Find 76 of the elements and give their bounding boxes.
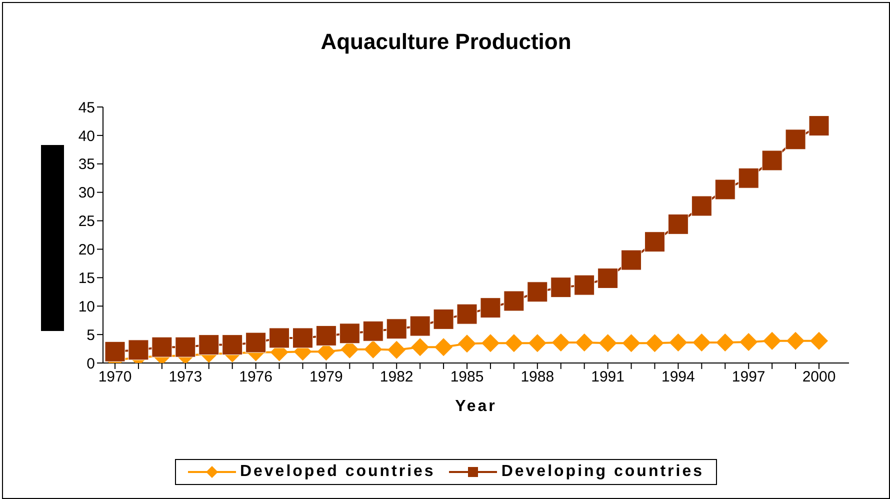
point bbox=[552, 334, 570, 352]
point bbox=[714, 179, 736, 200]
point bbox=[598, 268, 618, 288]
y-tick-label: 35 bbox=[78, 156, 95, 174]
point bbox=[198, 334, 220, 356]
x-tick-label: 1985 bbox=[450, 368, 484, 386]
point bbox=[434, 338, 453, 356]
point bbox=[411, 338, 430, 356]
point bbox=[528, 334, 546, 352]
point bbox=[810, 332, 828, 350]
point bbox=[433, 308, 454, 330]
x-tick-label: 1970 bbox=[98, 368, 132, 386]
x-axis-title: Year bbox=[455, 398, 497, 415]
point bbox=[622, 334, 640, 352]
point bbox=[762, 150, 782, 171]
y-tick-label: 5 bbox=[86, 326, 95, 344]
point bbox=[646, 334, 664, 352]
point bbox=[316, 325, 336, 346]
point bbox=[175, 336, 196, 358]
y-tick-label: 25 bbox=[78, 213, 95, 230]
point bbox=[504, 334, 523, 352]
point bbox=[246, 332, 266, 353]
legend-label: Developed countries bbox=[238, 463, 436, 481]
point bbox=[575, 334, 594, 352]
y-tick-label: 15 bbox=[78, 270, 95, 287]
y-tick-label: 45 bbox=[78, 99, 95, 116]
point bbox=[152, 336, 172, 358]
point bbox=[668, 214, 688, 234]
x-tick-label: 1982 bbox=[380, 368, 414, 386]
point bbox=[550, 277, 572, 298]
point bbox=[574, 274, 595, 296]
point bbox=[362, 320, 384, 342]
point bbox=[458, 334, 476, 353]
point bbox=[292, 328, 313, 348]
point bbox=[128, 340, 149, 360]
point bbox=[456, 304, 478, 324]
x-tick-label: 2000 bbox=[802, 368, 836, 386]
x-tick-label: 1973 bbox=[168, 368, 202, 386]
point bbox=[504, 290, 524, 312]
x-tick-label: 1976 bbox=[239, 368, 272, 386]
point bbox=[222, 334, 243, 356]
point bbox=[692, 334, 711, 352]
x-tick-label: 1997 bbox=[732, 368, 766, 386]
point bbox=[386, 318, 407, 340]
point bbox=[786, 332, 805, 350]
point bbox=[269, 328, 290, 348]
y-tick-label: 20 bbox=[78, 242, 95, 259]
point bbox=[364, 340, 382, 358]
point bbox=[740, 332, 758, 351]
point bbox=[785, 129, 806, 150]
point bbox=[763, 332, 782, 350]
point bbox=[480, 298, 501, 318]
y-tick-label: 0 bbox=[86, 355, 95, 372]
x-tick-label: 1991 bbox=[591, 368, 624, 386]
y-tick-label: 40 bbox=[78, 128, 95, 145]
point bbox=[598, 334, 617, 352]
x-tick-label: 1979 bbox=[310, 368, 343, 386]
point bbox=[339, 323, 360, 344]
chart-title: Aquaculture Production bbox=[320, 29, 572, 55]
point bbox=[808, 116, 830, 136]
point bbox=[644, 232, 665, 252]
legend-label: Developing countries bbox=[500, 463, 704, 481]
x-tick-label: 1988 bbox=[520, 368, 554, 386]
point bbox=[410, 316, 430, 336]
point bbox=[738, 168, 759, 188]
point bbox=[527, 282, 548, 302]
y-tick-label: 30 bbox=[78, 184, 95, 202]
point bbox=[104, 341, 126, 362]
point bbox=[669, 334, 688, 352]
x-tick-label: 1994 bbox=[662, 368, 695, 386]
point bbox=[481, 334, 500, 352]
point bbox=[691, 196, 712, 216]
point bbox=[388, 340, 406, 359]
y-tick-label: 10 bbox=[78, 298, 95, 316]
point bbox=[621, 250, 642, 270]
point bbox=[716, 334, 734, 352]
